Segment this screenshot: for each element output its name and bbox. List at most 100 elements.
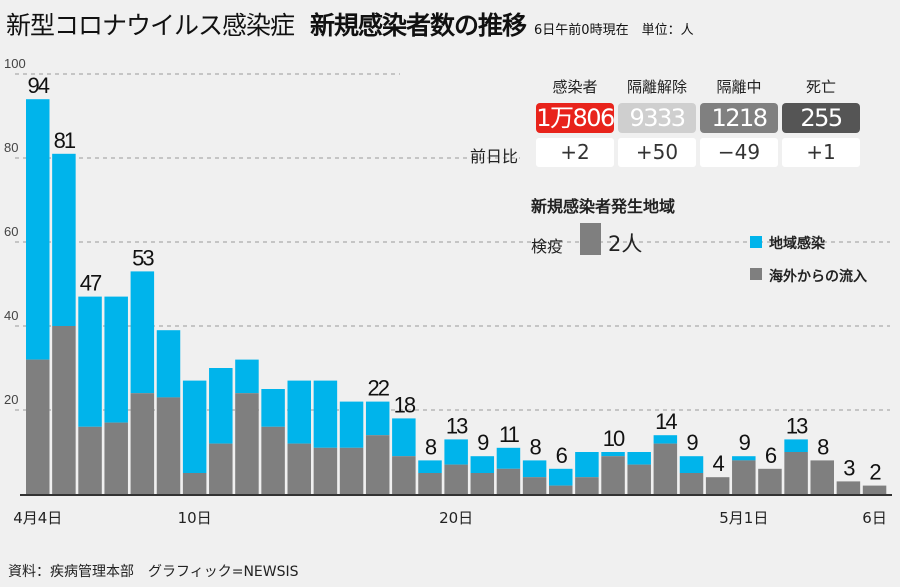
bar-domestic (627, 452, 651, 465)
summary-row-label: 前日比 (470, 147, 519, 166)
bar-domestic (444, 439, 468, 465)
bar-domestic (601, 452, 625, 457)
bar-imported (365, 435, 390, 494)
legend-swatch-imported (750, 268, 762, 280)
bar-imported (496, 468, 521, 494)
summary-value-released: 9333 (618, 103, 696, 133)
bar-imported (758, 468, 782, 494)
bar-domestic (156, 330, 181, 398)
bar-total-label: 9 (477, 430, 489, 455)
bar-total-label: 8 (529, 434, 541, 459)
bar-imported (705, 477, 730, 494)
bar-total-label: 81 (54, 128, 76, 153)
y-tick-label: 60 (4, 224, 18, 239)
bar-imported (392, 456, 416, 494)
bar-imported (522, 477, 547, 494)
bar-imported (732, 460, 756, 494)
summary-diff-infected: +2 (536, 138, 614, 167)
bar-domestic (392, 418, 416, 457)
bar-imported (209, 443, 233, 494)
summary-header-released: 隔離解除 (626, 78, 687, 96)
bar-total-label: 18 (394, 392, 416, 417)
bar-total-label: 11 (499, 422, 520, 447)
bar-domestic (235, 359, 259, 394)
bar-domestic (653, 435, 678, 444)
bar-total-label: 53 (132, 245, 154, 270)
bar-imported (679, 473, 704, 494)
x-tick-label: 20日 (439, 509, 474, 527)
bar-total-label: 94 (28, 73, 50, 98)
region-title: 新規感染者発生地域 (531, 197, 676, 216)
title-note: 6日午前0時現在 単位：人 (534, 23, 694, 38)
summary-value-infected: 1万806 (536, 103, 614, 133)
bar-imported (627, 464, 651, 494)
y-tick-label: 20 (4, 392, 18, 407)
bar-imported (313, 447, 338, 494)
bar-imported (418, 473, 442, 494)
bar-imported (52, 326, 76, 494)
bar-total-label: 6 (765, 443, 777, 468)
bar-domestic (470, 456, 495, 473)
bar-total-label: 4 (713, 451, 725, 476)
bar-domestic (522, 460, 547, 478)
bar-imported (810, 460, 834, 494)
bar-imported (784, 452, 808, 494)
summary-value-deaths: 255 (782, 103, 860, 133)
summary-header-infected: 感染者 (552, 78, 598, 96)
bar-domestic (261, 389, 285, 427)
legend-label-domestic: 地域感染 (769, 236, 825, 252)
bar-domestic (549, 468, 573, 486)
page-title: 新型コロナウイルス感染症 新規感染者数の推移 6日午前0時現在 単位：人 (6, 6, 694, 42)
bar-imported (26, 359, 50, 494)
bar-domestic (339, 401, 364, 448)
bar-total-label: 14 (655, 409, 677, 434)
bar-imported (836, 481, 861, 494)
bar-total-label: 13 (786, 413, 808, 438)
title-bold: 新規感染者数の推移 (310, 11, 527, 40)
bar-imported (444, 464, 468, 494)
bar-imported (601, 456, 625, 494)
summary-diff-released: +50 (618, 138, 696, 167)
bar-domestic (209, 368, 233, 444)
bar-total-label: 10 (603, 426, 625, 451)
x-tick-label: 6日 (862, 509, 887, 527)
summary-header-isolated: 隔離中 (716, 78, 762, 96)
bar-imported (130, 393, 155, 494)
x-tick-label: 4月4日 (13, 509, 63, 527)
bar-domestic (104, 296, 128, 423)
bar-domestic (287, 380, 311, 444)
source-credit: 資料：疾病管理本部 グラフィック=NEWSIS (8, 564, 299, 580)
legend-swatch-domestic (750, 236, 762, 248)
bar-domestic (365, 401, 390, 436)
bar-total-label: 47 (80, 271, 102, 296)
bar-imported (470, 473, 495, 494)
summary-diff-isolated: −49 (700, 138, 778, 167)
legend-label-imported: 海外からの流入 (769, 269, 867, 285)
quarantine-swatch (580, 223, 601, 255)
bar-domestic (575, 452, 599, 478)
bar-total-label: 8 (425, 434, 437, 459)
bar-domestic (313, 380, 338, 448)
bar-imported (287, 443, 311, 494)
bar-domestic (496, 447, 521, 469)
bar-imported (156, 397, 181, 494)
bar-total-label: 3 (843, 455, 855, 480)
bar-total-label: 9 (686, 430, 698, 455)
bar-imported (261, 426, 285, 494)
bar-imported (182, 473, 207, 494)
y-tick-label: 80 (4, 140, 18, 155)
bar-total-label: 8 (817, 434, 829, 459)
bar-domestic (130, 271, 155, 394)
bar-imported (862, 485, 887, 494)
bar-imported (575, 477, 599, 494)
y-tick-label: 100 (4, 56, 26, 71)
bar-imported (653, 443, 678, 494)
quarantine-value: 2人 (608, 232, 643, 256)
bar-total-label: 22 (367, 376, 389, 401)
bar-domestic (679, 456, 704, 473)
bar-domestic (52, 153, 76, 326)
summary-header-deaths: 死亡 (805, 78, 836, 96)
y-tick-label: 40 (4, 308, 18, 323)
